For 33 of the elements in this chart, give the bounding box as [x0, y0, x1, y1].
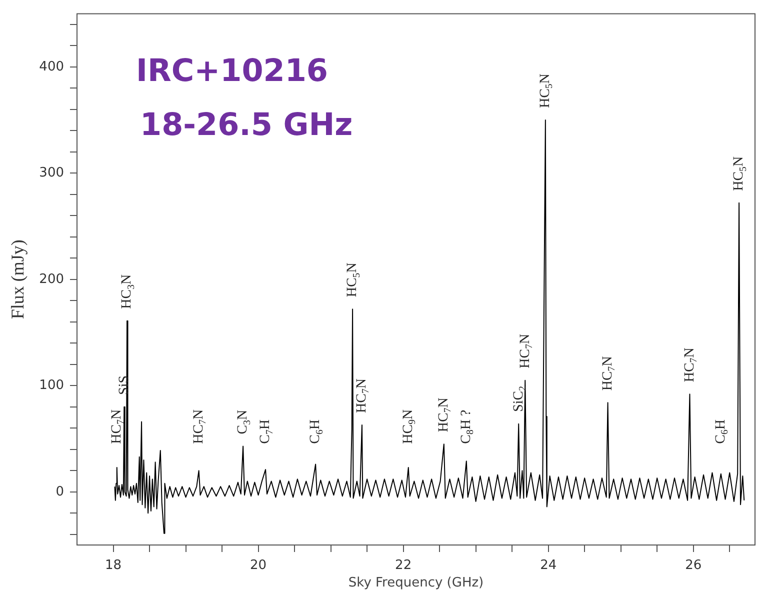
x-tick-label: 18 [104, 558, 122, 574]
annotation: C3N [236, 410, 253, 434]
y-tick-label: 100 [39, 378, 64, 394]
annotation: HC7N [191, 409, 209, 444]
annotation: HC7N [682, 348, 700, 382]
y-tick-label: 200 [39, 272, 64, 287]
annotation: C6H [714, 420, 731, 444]
x-tick-label: 22 [395, 558, 412, 574]
annotation: SiC2 [511, 386, 528, 412]
annotation: HC9N [401, 409, 418, 444]
annotation: C8H ? [459, 410, 476, 444]
annotation: C7H [258, 420, 276, 444]
annotation: HC3N [120, 274, 137, 309]
text: 18-26.5 GHz [140, 107, 353, 143]
annotation: HC5N [345, 262, 362, 298]
y-tick-label: 0 [56, 484, 64, 500]
annotation: HC7N [354, 378, 372, 413]
x-tick-label: 26 [685, 558, 702, 574]
annotation: HC7N [110, 409, 127, 444]
annotation: HC7N [436, 398, 454, 432]
x-axis-title: Sky Frequency (GHz) [348, 576, 484, 591]
annotation: HC7N [518, 334, 535, 368]
annotation: C6H [308, 420, 326, 444]
x-tick-label: 20 [250, 558, 267, 574]
annotation: HC7N [600, 356, 618, 391]
text: IRC+10216 [136, 53, 328, 89]
y-tick-label: 300 [39, 166, 64, 181]
annotation: SiS [116, 375, 132, 395]
x-tick-label: 24 [540, 558, 557, 574]
annotation: HC5N [732, 156, 749, 191]
y-tick-label: 400 [39, 59, 64, 74]
annotation: HC5N [538, 74, 556, 108]
y-axis-title: Flux (mJy) [8, 240, 28, 320]
